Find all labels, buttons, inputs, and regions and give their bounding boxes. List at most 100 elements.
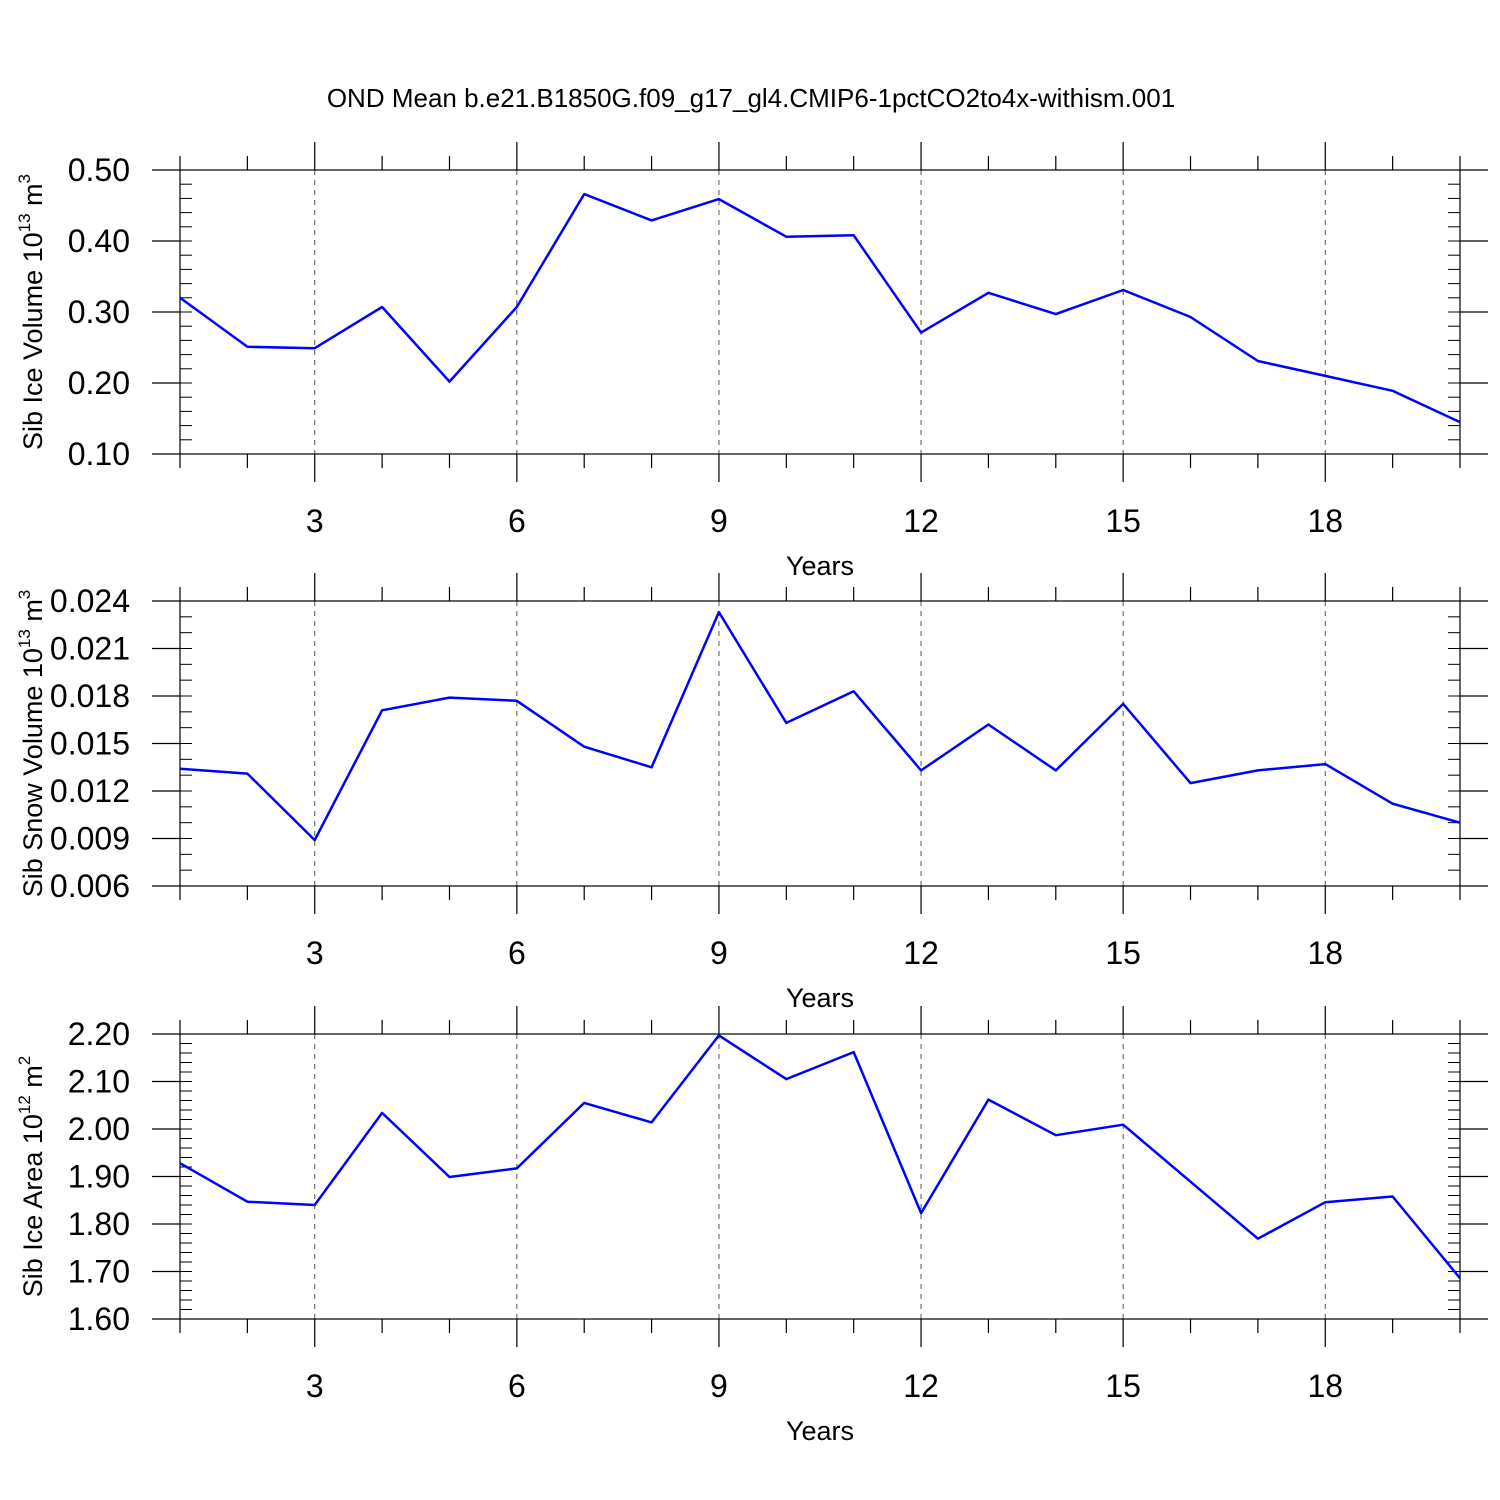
data-point	[784, 721, 788, 725]
data-point	[582, 745, 586, 749]
data-point	[1323, 1200, 1327, 1204]
y-tick-label: 1.70	[68, 1254, 130, 1290]
data-point	[852, 689, 856, 693]
x-tick-label: 3	[306, 1368, 324, 1404]
data-point	[1054, 768, 1058, 772]
chart-panel-3: 1.60 1.70 1.80 1.90 2.00 2.10 2.20 3 6 9 12 15 18 Yea…	[15, 1006, 1488, 1446]
y-axis-label-unit: m	[18, 183, 48, 213]
data-point	[1323, 762, 1327, 766]
x-tick-label: 3	[306, 935, 324, 971]
x-tick-label: 12	[903, 935, 939, 971]
y-tick-label: 1.90	[68, 1159, 130, 1195]
data-point	[1458, 420, 1462, 424]
data-point	[650, 1120, 654, 1124]
x-tick-label: 12	[903, 1368, 939, 1404]
chart-title: OND Mean b.e21.B1850G.f09_g17_gl4.CMIP6-…	[327, 83, 1175, 113]
data-point	[717, 610, 721, 614]
y-tick-label: 2.10	[68, 1064, 130, 1100]
y-tick-label: 0.015	[50, 726, 130, 762]
data-point	[1391, 802, 1395, 806]
data-point	[313, 346, 317, 350]
x-tick-label: 9	[710, 1368, 728, 1404]
data-point	[582, 192, 586, 196]
y-tick-label: 0.018	[50, 678, 130, 714]
y-tick-label: 0.20	[68, 365, 130, 401]
data-point	[717, 197, 721, 201]
x-axis-label: Years	[786, 983, 854, 1013]
x-tick-label: 6	[508, 935, 526, 971]
y-tick-label: 0.10	[68, 436, 130, 472]
data-point	[515, 699, 519, 703]
data-point	[784, 1077, 788, 1081]
x-tick-label: 18	[1307, 935, 1343, 971]
y-axis-label-unit-sup: 3	[15, 174, 34, 183]
y-tick-label: 1.60	[68, 1301, 130, 1337]
data-point	[784, 235, 788, 239]
x-tick-label: 15	[1105, 503, 1141, 539]
data-point	[245, 772, 249, 776]
chart-panel-2: 0.006 0.009 0.012 0.015 0.018 0.021 0.024 3 6 9 12…	[15, 573, 1488, 1013]
data-point	[986, 291, 990, 295]
y-tick-label: 0.006	[50, 868, 130, 904]
data-point	[1121, 1123, 1125, 1127]
chart-panel-1: 0.10 0.20 0.30 0.40 0.50 3 6 9 12 15 18 Years Sib Ic…	[15, 142, 1488, 581]
data-point	[1458, 1276, 1462, 1280]
data-point	[380, 1111, 384, 1115]
x-tick-label: 18	[1307, 1368, 1343, 1404]
y-axis-label-main: Sib Ice Area 10	[18, 1114, 48, 1297]
x-axis-label: Years	[786, 1416, 854, 1446]
y-axis-label-main: Sib Ice Volume 10	[18, 232, 48, 450]
data-point	[986, 1098, 990, 1102]
y-tick-label: 0.009	[50, 821, 130, 857]
x-tick-label: 9	[710, 503, 728, 539]
data-point	[650, 765, 654, 769]
y-axis-label-unit: m	[18, 599, 48, 629]
data-point	[1121, 288, 1125, 292]
data-point	[313, 1203, 317, 1207]
y-axis-label-unit-sup: 3	[15, 590, 34, 599]
data-point	[515, 1166, 519, 1170]
data-point	[1189, 1180, 1193, 1184]
data-point	[1054, 312, 1058, 316]
x-tick-label: 18	[1307, 503, 1343, 539]
y-tick-label: 2.00	[68, 1111, 130, 1147]
data-point	[852, 233, 856, 237]
series-line	[179, 1034, 1461, 1279]
data-point	[582, 1101, 586, 1105]
y-axis-label-unit: m	[18, 1065, 48, 1095]
y-axis-label-main: Sib Snow Volume 10	[18, 648, 48, 897]
plot-frame	[179, 1033, 1461, 1320]
data-point	[717, 1033, 721, 1037]
data-point	[1189, 781, 1193, 785]
data-point	[1256, 359, 1260, 363]
panels: 0.10 0.20 0.30 0.40 0.50 3 6 9 12 15 18 Years Sib Ic…	[15, 142, 1488, 1446]
y-axis-label: Sib Ice Volume 1013 m3	[15, 174, 48, 450]
y-tick-label: 1.80	[68, 1206, 130, 1242]
x-tick-label: 15	[1105, 935, 1141, 971]
data-point	[1323, 374, 1327, 378]
data-point	[447, 1175, 451, 1179]
data-point	[178, 767, 182, 771]
y-tick-label: 0.024	[50, 583, 130, 619]
plot-frame	[179, 600, 1461, 887]
y-axis-label-unit-sup: 2	[15, 1056, 34, 1065]
y-tick-label: 0.30	[68, 294, 130, 330]
data-point	[1391, 1194, 1395, 1198]
data-point	[650, 218, 654, 222]
data-point	[178, 296, 182, 300]
x-tick-label: 3	[306, 503, 324, 539]
data-point	[447, 380, 451, 384]
y-axis-label: Sib Ice Area 1012 m2	[15, 1056, 48, 1298]
y-axis-label-sup: 13	[15, 629, 34, 648]
x-axis-label: Years	[786, 551, 854, 581]
y-tick-label: 0.50	[68, 152, 130, 188]
data-point	[986, 723, 990, 727]
data-point	[919, 1211, 923, 1215]
y-tick-label: 0.012	[50, 773, 130, 809]
x-tick-label: 6	[508, 1368, 526, 1404]
data-point	[178, 1161, 182, 1165]
x-tick-label: 6	[508, 503, 526, 539]
data-point	[919, 768, 923, 772]
x-tick-label: 9	[710, 935, 728, 971]
